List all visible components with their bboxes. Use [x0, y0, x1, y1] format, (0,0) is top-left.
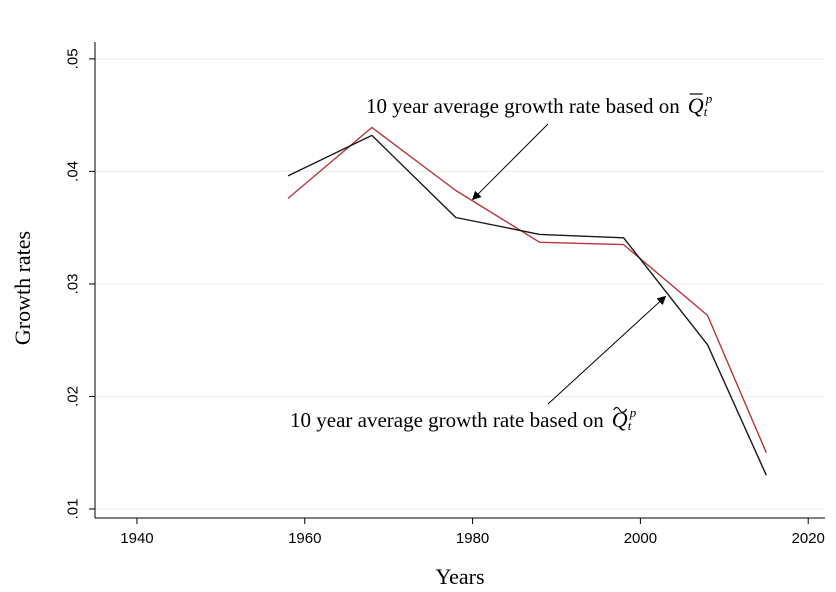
annotation-sup-2: p — [629, 405, 637, 420]
x-tick-label: 2020 — [792, 530, 825, 547]
axes: .01 .02 .03 .04 .05 1940 1960 1980 2000 2020 Years… — [10, 42, 825, 589]
y-tick-label: .02 — [65, 386, 82, 407]
series-line-2 — [287, 134, 767, 476]
y-tick-label: .04 — [65, 161, 82, 182]
annotation-accent-tilde — [613, 406, 628, 413]
x-tick-label: 2000 — [624, 530, 657, 547]
annotation-sub-2: t — [628, 418, 632, 433]
series-line-1 — [287, 126, 767, 453]
y-tick-label: .05 — [65, 48, 82, 69]
annotation-arrow-1 — [471, 123, 549, 201]
annotation-text-1: 10 year average growth rate based on — [366, 94, 680, 118]
x-axis-title: Years — [435, 564, 484, 589]
annotation-arrow-2 — [547, 295, 667, 405]
y-tick-label: .01 — [65, 499, 82, 520]
annotation-text-2: 10 year average growth rate based on — [290, 408, 604, 432]
x-tick-label: 1960 — [288, 530, 321, 547]
annotation-math-q-2: Q — [612, 407, 628, 432]
y-axis-title: Growth rates — [10, 231, 35, 345]
grid-lines — [95, 58, 825, 510]
x-tick-label: 1980 — [456, 530, 489, 547]
x-tick-label: 1940 — [120, 530, 153, 547]
y-tick-label: .03 — [65, 274, 82, 295]
series-lines — [287, 126, 767, 476]
annotation-math-q-1: Q — [688, 93, 704, 118]
annotation-sub-1: t — [704, 104, 708, 119]
annotation-sup-1: p — [705, 91, 713, 106]
